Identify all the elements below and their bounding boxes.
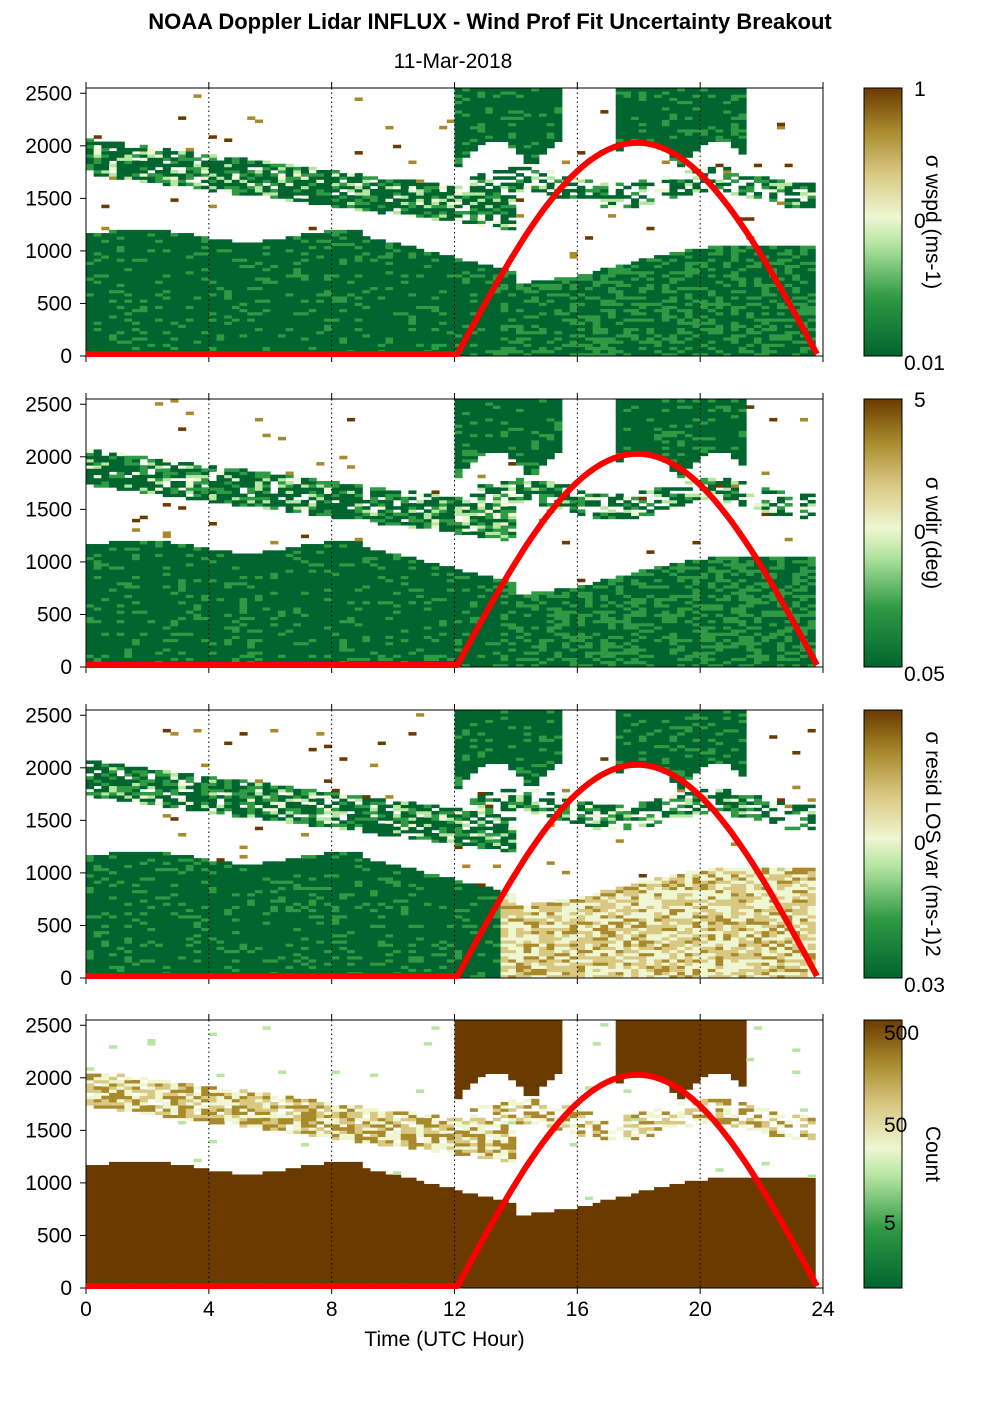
y-tick-label: 0 (60, 967, 72, 990)
y-tick-label: 1500 (25, 1119, 72, 1142)
colorbar-tick-label: 50 (884, 1114, 907, 1137)
colorbar-label: σ wspd (ms-1) (921, 155, 944, 289)
y-tick-label: 1500 (25, 187, 72, 210)
colorbar-count (864, 1020, 902, 1288)
y-tick-label: 1000 (25, 551, 72, 574)
y-tick-label: 500 (37, 292, 72, 315)
y-tick-label: 2500 (25, 82, 72, 105)
x-tick-label: 20 (688, 1298, 711, 1321)
y-tick-label: 0 (60, 345, 72, 368)
y-tick-label: 1000 (25, 240, 72, 263)
y-tick-label: 1500 (25, 809, 72, 832)
colorbar-label: σ resid LOS var (ms-1)2 (921, 731, 944, 956)
y-tick-label: 1000 (25, 862, 72, 885)
colorbar-tick-label: 0.01 (904, 352, 945, 375)
colorbar-tick-label: 0.05 (904, 663, 945, 686)
y-tick-label: 2500 (25, 393, 72, 416)
y-tick-label: 2000 (25, 135, 72, 158)
x-tick-label: 12 (443, 1298, 466, 1321)
x-axis-label: Time (UTC Hour) (364, 1328, 524, 1351)
y-tick-label: 1000 (25, 1172, 72, 1195)
y-tick-label: 1500 (25, 498, 72, 521)
y-tick-label: 500 (37, 1224, 72, 1247)
colorbar-tick-label: 500 (884, 1022, 919, 1045)
y-tick-label: 2500 (25, 1014, 72, 1037)
colorbar-wspd (864, 88, 902, 356)
colorbar-label: Count (921, 1126, 944, 1182)
colorbar-tick-label: 0.03 (904, 974, 945, 997)
heatmap-wdir (86, 399, 816, 667)
y-tick-label: 2000 (25, 1067, 72, 1090)
x-tick-label: 0 (80, 1298, 92, 1321)
y-tick-label: 0 (60, 656, 72, 679)
y-tick-label: 2500 (25, 704, 72, 727)
colorbar-resid (864, 710, 902, 978)
x-tick-label: 4 (203, 1298, 215, 1321)
x-tick-label: 16 (566, 1298, 589, 1321)
colorbar-tick-label: 1 (914, 78, 926, 101)
heatmap-wspd (86, 88, 816, 356)
y-tick-label: 0 (60, 1277, 72, 1300)
colorbar-tick-label: 5 (884, 1212, 896, 1235)
y-tick-label: 500 (37, 914, 72, 937)
x-tick-label: 24 (811, 1298, 835, 1321)
y-tick-label: 500 (37, 603, 72, 626)
y-tick-label: 2000 (25, 446, 72, 469)
panel-count: 0 500 1000 1500 2000 2500 0 4 8 12 16 20 24 Time (UTC… (25, 1014, 944, 1351)
figure-subtitle: 11-Mar-2018 (394, 50, 513, 73)
figure-title: NOAA Doppler Lidar INFLUX - Wind Prof Fi… (148, 9, 832, 34)
heatmap-count (86, 1020, 816, 1288)
colorbar-tick-label: 5 (914, 389, 926, 412)
colorbar-wdir (864, 399, 902, 667)
heatmap-resid (86, 710, 816, 978)
colorbar-label: σ wdir (deg) (921, 477, 944, 589)
y-tick-label: 2000 (25, 757, 72, 780)
x-tick-label: 8 (326, 1298, 338, 1321)
